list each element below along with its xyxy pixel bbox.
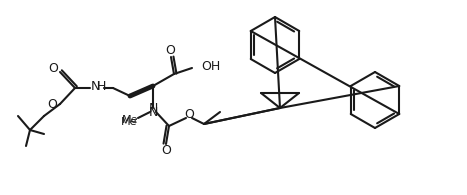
Text: O: O [165, 44, 175, 58]
Text: O: O [48, 61, 58, 74]
Text: O: O [161, 144, 171, 158]
Polygon shape [130, 84, 155, 96]
Text: O: O [184, 107, 194, 121]
Text: O: O [47, 98, 57, 112]
Text: OH: OH [201, 59, 220, 73]
Text: Me: Me [121, 117, 137, 127]
Text: N: N [149, 103, 158, 115]
Text: H: H [97, 80, 106, 92]
Text: N: N [149, 105, 158, 119]
Text: N: N [91, 80, 100, 92]
Text: Me: Me [122, 115, 138, 125]
